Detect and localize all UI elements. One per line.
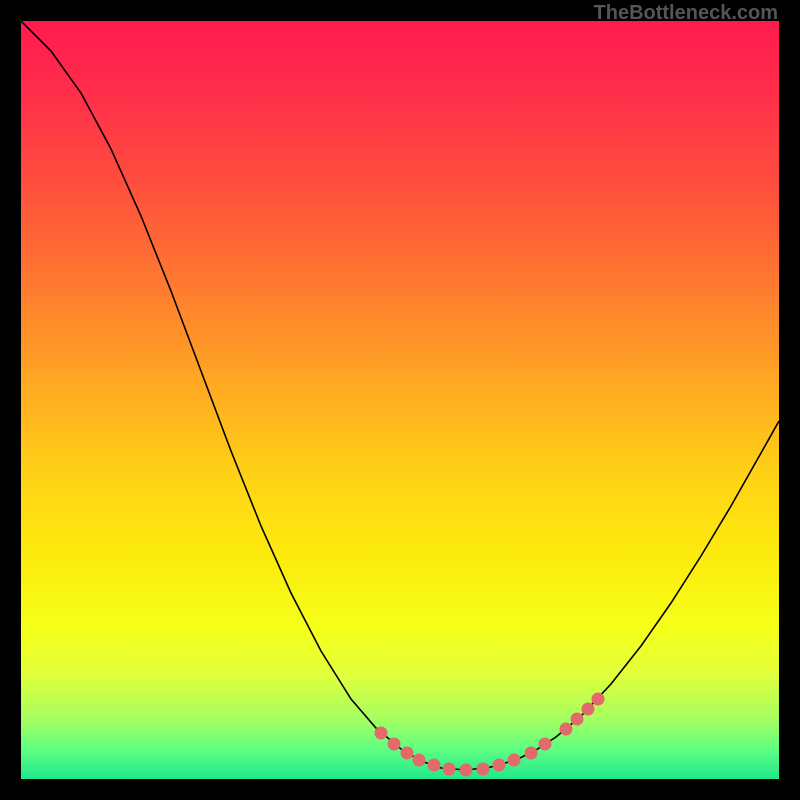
marker-group [375, 693, 604, 776]
data-marker [413, 754, 425, 766]
data-marker [493, 759, 505, 771]
data-marker [582, 703, 594, 715]
data-marker [592, 693, 604, 705]
data-marker [539, 738, 551, 750]
data-marker [571, 713, 583, 725]
watermark-text: TheBottleneck.com [594, 2, 778, 25]
data-marker [375, 727, 387, 739]
data-marker [443, 763, 455, 775]
chart-overlay [21, 21, 779, 779]
data-marker [525, 747, 537, 759]
bottleneck-curve [21, 21, 779, 770]
plot-area [21, 21, 779, 779]
data-marker [477, 763, 489, 775]
data-marker [401, 747, 413, 759]
data-marker [460, 764, 472, 776]
data-marker [508, 754, 520, 766]
data-marker [388, 738, 400, 750]
data-marker [560, 723, 572, 735]
data-marker [428, 759, 440, 771]
